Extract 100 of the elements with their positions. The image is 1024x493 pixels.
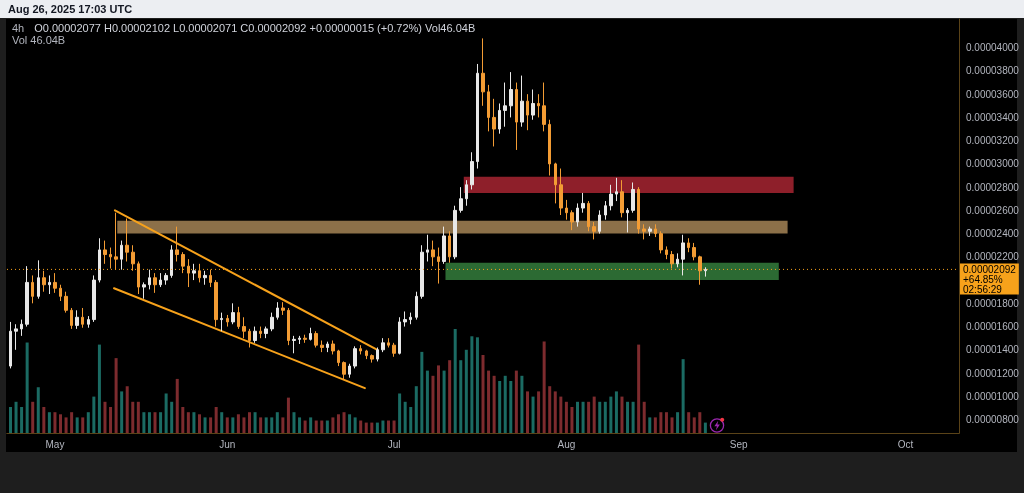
bar — [309, 417, 313, 433]
candlestick — [25, 265, 29, 328]
candlestick — [120, 240, 123, 271]
bar — [81, 417, 85, 433]
bar — [603, 401, 607, 433]
bar — [14, 401, 18, 433]
y-tick-label: 0.00001600 — [966, 321, 1020, 333]
bar — [192, 412, 196, 433]
candlestick — [137, 261, 140, 295]
candlestick — [365, 349, 368, 360]
candlestick — [465, 179, 468, 207]
candlestick — [114, 212, 118, 271]
y-tick-label: 0.00001200 — [966, 367, 1020, 379]
bar — [303, 420, 307, 433]
candlestick — [492, 98, 496, 147]
bar — [464, 349, 468, 433]
bar — [31, 401, 35, 433]
bar — [703, 422, 707, 433]
candlestick — [426, 234, 429, 262]
bar — [314, 420, 318, 433]
candlestick — [59, 284, 62, 302]
y-tick-label: 0.00003600 — [966, 88, 1020, 100]
candlestick — [470, 151, 474, 190]
candlestick — [259, 326, 262, 339]
candlestick — [537, 93, 540, 118]
candlestick — [242, 316, 246, 339]
candlestick — [203, 270, 207, 286]
bar — [270, 417, 274, 433]
bar — [59, 414, 63, 433]
candlestick — [503, 82, 507, 128]
bar — [42, 407, 46, 433]
candlestick — [37, 259, 40, 300]
candlestick — [415, 291, 418, 321]
bar — [509, 381, 513, 433]
x-tick-label: Jun — [219, 438, 236, 450]
x-tick-label: May — [45, 438, 65, 450]
bar — [370, 422, 374, 433]
candlestick — [48, 274, 51, 295]
bar — [25, 342, 29, 433]
bar — [492, 375, 496, 433]
bar — [348, 414, 352, 433]
candlestick — [370, 353, 374, 364]
candlestick — [692, 242, 696, 261]
bar — [120, 391, 124, 433]
bar — [220, 412, 224, 433]
bar — [153, 412, 157, 433]
candlestick — [14, 323, 18, 351]
candlestick — [581, 192, 585, 214]
candlestick — [648, 226, 652, 237]
candlestick — [64, 291, 68, 314]
candlestick — [487, 84, 490, 132]
candlestick — [142, 281, 146, 300]
candlestick — [442, 226, 446, 265]
y-tick-label: 0.00001000 — [966, 390, 1020, 402]
candlestick — [609, 184, 613, 211]
candlestick — [381, 337, 385, 353]
candlestick — [175, 226, 179, 262]
candlestick — [331, 340, 335, 355]
bar — [53, 412, 57, 433]
bar — [320, 420, 324, 433]
candlestick — [170, 244, 173, 279]
bar — [103, 401, 107, 433]
bar — [609, 396, 613, 433]
candlestick — [198, 263, 201, 283]
candlestick — [42, 270, 46, 293]
candlestick — [92, 274, 96, 323]
candlestick — [626, 207, 629, 233]
bar — [253, 412, 257, 433]
bar — [36, 387, 40, 433]
candlestick — [448, 230, 451, 264]
candlestick — [87, 315, 90, 329]
x-tick-label: Oct — [897, 438, 914, 450]
bar — [70, 412, 74, 433]
bar — [542, 341, 546, 433]
bar — [114, 358, 118, 433]
bar — [442, 370, 446, 433]
bar — [681, 359, 685, 433]
bar — [525, 391, 529, 433]
bar — [159, 412, 163, 433]
candlestick — [476, 63, 479, 170]
bar — [403, 401, 407, 433]
bar — [392, 420, 396, 433]
bar — [487, 370, 491, 433]
bar — [459, 360, 463, 433]
bar — [364, 422, 368, 433]
candlestick — [509, 71, 513, 118]
bar — [520, 375, 524, 433]
y-tick-label: 0.00002400 — [966, 228, 1020, 240]
candlestick — [704, 266, 707, 278]
bar — [203, 417, 207, 433]
candlestick — [353, 345, 357, 369]
candlestick — [587, 200, 590, 232]
candlestick — [181, 251, 185, 274]
bar — [97, 344, 101, 433]
bar — [637, 344, 641, 433]
candlestick — [620, 179, 624, 218]
candlestick — [248, 328, 251, 348]
candlestick — [498, 102, 501, 135]
y-tick-label: 0.00003400 — [966, 111, 1020, 123]
bar — [336, 414, 340, 433]
